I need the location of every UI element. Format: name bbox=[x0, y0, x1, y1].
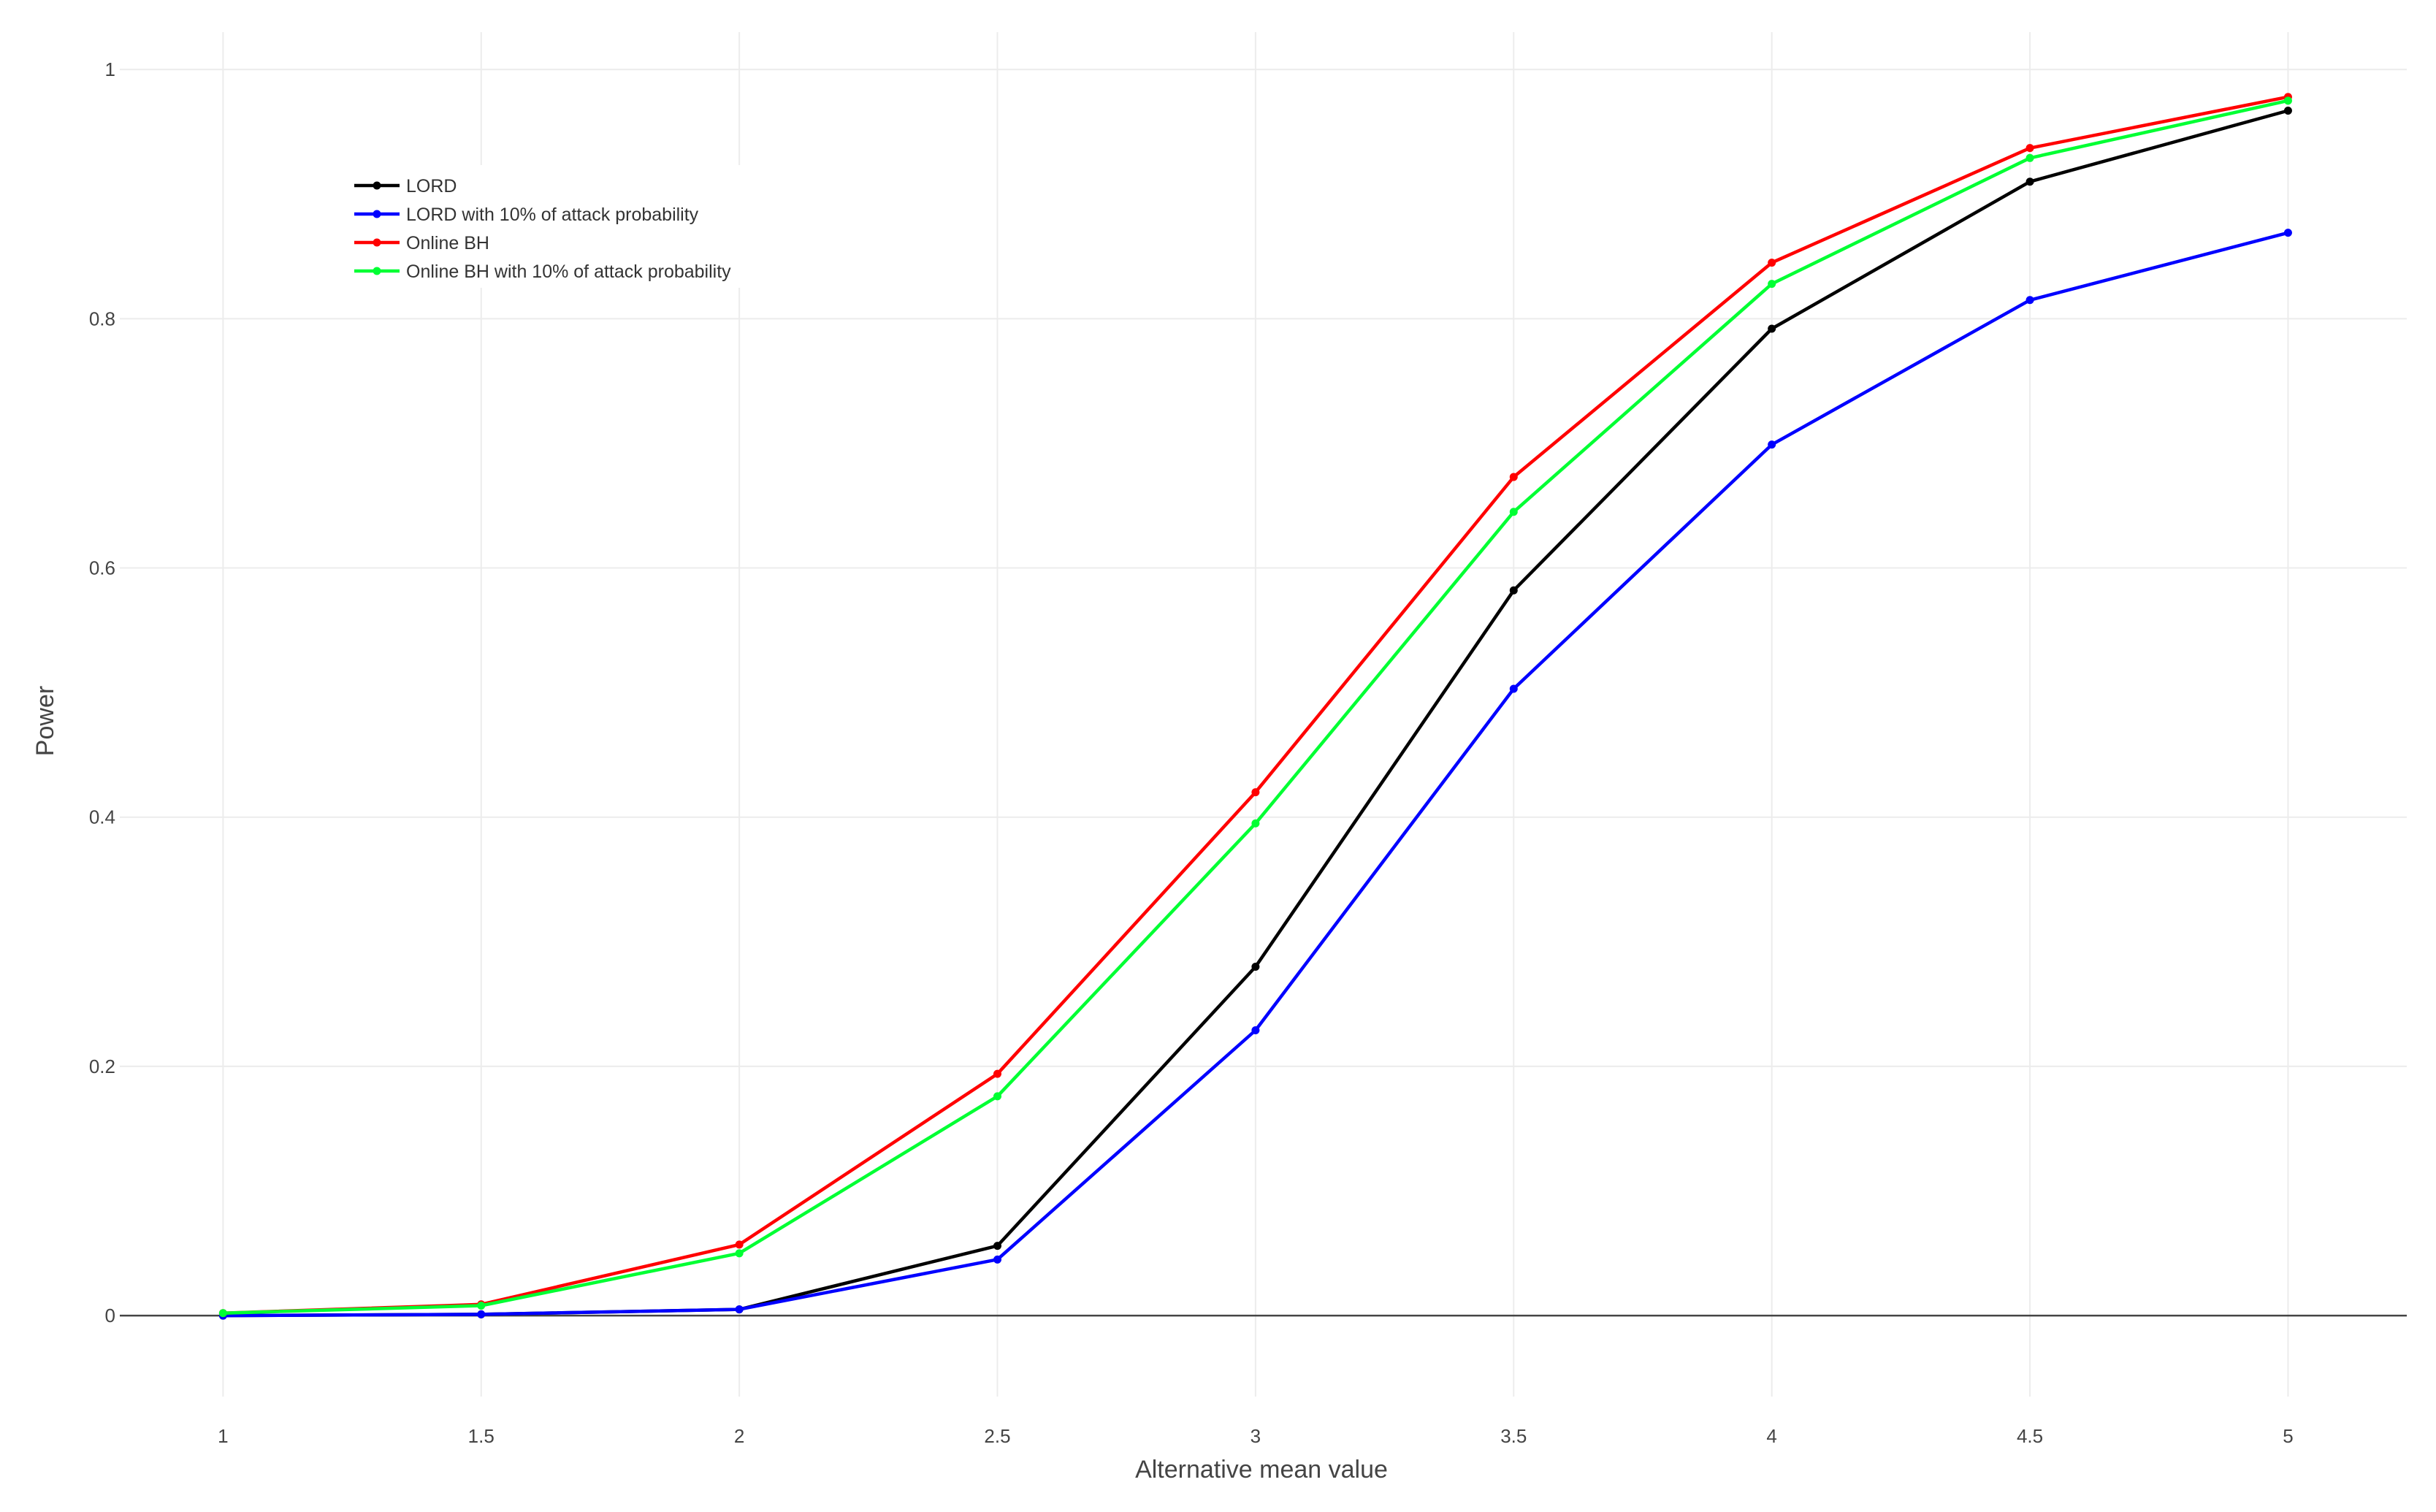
y-tick-label: 0 bbox=[105, 1305, 115, 1326]
data-point bbox=[1509, 586, 1518, 595]
legend-item: LORD bbox=[354, 176, 457, 196]
x-tick-label: 2.5 bbox=[984, 1425, 1010, 1447]
legend-swatch-marker bbox=[373, 210, 381, 218]
data-point bbox=[1768, 280, 1776, 289]
y-tick-label: 1 bbox=[105, 58, 115, 80]
data-point bbox=[2283, 96, 2292, 105]
data-point bbox=[1251, 962, 1260, 971]
data-point bbox=[993, 1255, 1002, 1264]
y-axis-ticks: 0 0.2 0.4 0.6 0.8 1 bbox=[89, 58, 115, 1326]
data-point bbox=[993, 1092, 1002, 1101]
data-point bbox=[1251, 788, 1260, 797]
data-point bbox=[1768, 440, 1776, 449]
legend-label: Online BH bbox=[406, 233, 489, 253]
legend: LORD LORD with 10% of attack probability O… bbox=[343, 165, 796, 288]
y-tick-label: 0.2 bbox=[89, 1055, 115, 1077]
x-tick-label: 4.5 bbox=[2017, 1425, 2043, 1447]
data-point bbox=[1509, 684, 1518, 693]
x-tick-label: 3 bbox=[1251, 1425, 1261, 1447]
y-tick-label: 0.4 bbox=[89, 806, 115, 828]
series-1 bbox=[218, 229, 2292, 1320]
data-point bbox=[1509, 473, 1518, 481]
data-point bbox=[2025, 177, 2034, 186]
data-point bbox=[735, 1305, 744, 1314]
x-tick-label: 2 bbox=[734, 1425, 744, 1447]
data-point bbox=[993, 1242, 1002, 1251]
legend-label: Online BH with 10% of attack probability bbox=[406, 261, 731, 282]
series-group bbox=[218, 93, 2292, 1320]
data-point bbox=[477, 1310, 486, 1318]
x-tick-label: 1.5 bbox=[468, 1425, 495, 1447]
data-point bbox=[1251, 1026, 1260, 1034]
data-point bbox=[2283, 229, 2292, 237]
series-3 bbox=[218, 96, 2292, 1318]
legend-swatch-marker bbox=[373, 267, 381, 275]
data-point bbox=[2283, 106, 2292, 115]
legend-background bbox=[343, 165, 796, 288]
data-point bbox=[735, 1249, 744, 1258]
gridlines bbox=[120, 32, 2407, 1397]
y-tick-label: 0.6 bbox=[89, 557, 115, 579]
data-point bbox=[477, 1301, 486, 1310]
x-axis-ticks: 1 1.5 2 2.5 3 3.5 4 4.5 5 bbox=[218, 1425, 2294, 1447]
legend-label: LORD with 10% of attack probability bbox=[406, 205, 699, 225]
x-tick-label: 4 bbox=[1766, 1425, 1776, 1447]
x-axis-title: Alternative mean value bbox=[1135, 1456, 1388, 1484]
data-point bbox=[735, 1240, 744, 1249]
y-axis-title: Power bbox=[31, 686, 59, 756]
legend-item: LORD with 10% of attack probability bbox=[354, 205, 699, 225]
data-point bbox=[2025, 153, 2034, 162]
data-point bbox=[218, 1309, 227, 1318]
data-point bbox=[1509, 508, 1518, 516]
legend-label: LORD bbox=[406, 176, 457, 196]
x-tick-label: 1 bbox=[218, 1425, 228, 1447]
data-point bbox=[2025, 144, 2034, 153]
y-tick-label: 0.8 bbox=[89, 308, 115, 329]
x-tick-label: 3.5 bbox=[1500, 1425, 1527, 1447]
data-point bbox=[1251, 819, 1260, 828]
data-point bbox=[1768, 324, 1776, 333]
x-tick-label: 5 bbox=[2283, 1425, 2293, 1447]
legend-item: Online BH bbox=[354, 233, 489, 253]
data-point bbox=[2025, 296, 2034, 305]
legend-swatch-marker bbox=[373, 238, 381, 247]
legend-swatch-marker bbox=[373, 181, 381, 190]
data-point bbox=[993, 1069, 1002, 1078]
data-point bbox=[1768, 259, 1776, 267]
legend-item: Online BH with 10% of attack probability bbox=[354, 261, 731, 282]
